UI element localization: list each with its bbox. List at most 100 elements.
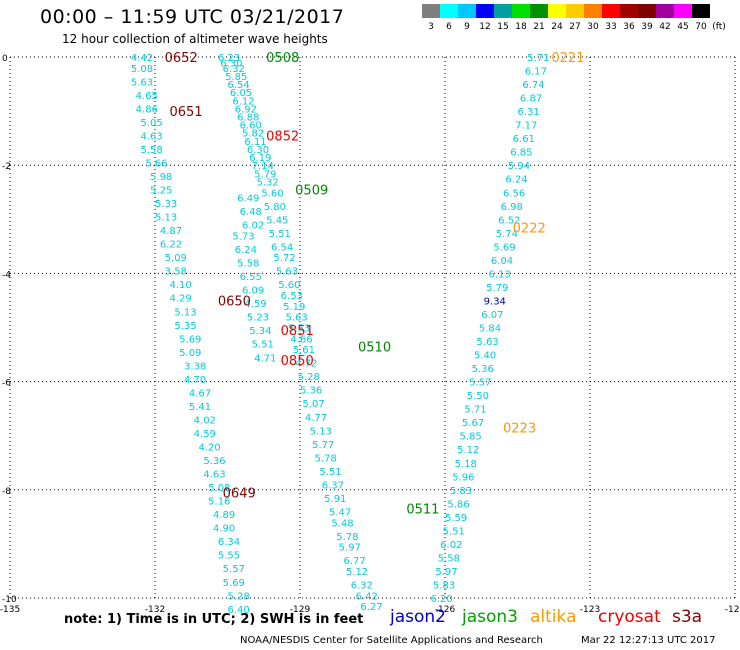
scale-label: 39 — [641, 22, 653, 32]
wave-height-value: 4.63 — [203, 470, 225, 481]
wave-height-value: 6.23 — [218, 53, 240, 64]
wave-height-value: 4.72 — [295, 359, 317, 370]
wave-height-value: 6.02 — [440, 540, 462, 551]
scale-swatch — [566, 4, 584, 18]
scale-label: 3 — [428, 22, 434, 32]
satellite-name-jason3: jason3 — [462, 607, 518, 627]
wave-height-value: 5.96 — [452, 472, 474, 483]
wave-height-value: 5.13 — [310, 426, 332, 437]
wave-height-value: 4.02 — [194, 415, 216, 426]
wave-height-value: 5.58 — [438, 553, 460, 564]
pass-time-label: 0852 — [266, 129, 299, 144]
wave-height-value: 4.89 — [213, 510, 235, 521]
wave-height-value: 6.61 — [513, 134, 535, 145]
scale-swatch — [602, 4, 620, 18]
scale-label: 12 — [479, 22, 491, 32]
pass-time-label: 0850 — [281, 354, 314, 369]
scale-label: 30 — [587, 22, 599, 32]
wave-height-value: 5.28 — [228, 591, 250, 602]
wave-height-value: 5.73 — [232, 232, 254, 243]
wave-height-value: 6.42 — [356, 591, 378, 602]
wave-height-value: 5.69 — [179, 334, 201, 345]
pass-time-label: 0649 — [223, 487, 256, 502]
scale-label: 18 — [515, 22, 527, 32]
wave-height-value: 5.34 — [249, 326, 271, 337]
wave-height-value: 5.08 — [131, 64, 153, 75]
scale-swatch — [458, 4, 476, 18]
wave-height-value: 6.54 — [271, 242, 293, 253]
wave-height-value: 5.12 — [346, 567, 368, 578]
wave-height-value: 5.36 — [472, 364, 494, 375]
wave-height-value: 6.30 — [247, 145, 269, 156]
wave-height-value: 5.51 — [443, 526, 465, 537]
wave-height-value: 4.59 — [244, 299, 266, 310]
scale-label: 70 — [695, 22, 707, 32]
wave-height-value: 5.51 — [319, 467, 341, 478]
wave-height-value: 5.69 — [223, 578, 245, 589]
wave-height-value: 6.52 — [498, 215, 520, 226]
wave-height-value: 5.08 — [208, 483, 230, 494]
wave-height-value: 4.20 — [199, 443, 221, 454]
wave-height-value: 6.88 — [237, 113, 259, 124]
wave-height-value: 6.55 — [240, 272, 262, 283]
wave-height-value: 4.10 — [170, 280, 192, 291]
wave-height-value: 6.32 — [223, 64, 245, 75]
wave-height-value: 6.92 — [235, 104, 257, 115]
wave-height-value: 4.71 — [254, 353, 276, 364]
wave-height-value: 6.31 — [518, 107, 540, 118]
wave-height-value: 6.27 — [360, 602, 382, 613]
wave-height-value: 5.57 — [469, 378, 491, 389]
wave-height-value: 6.19 — [249, 153, 271, 164]
wave-height-value: 5.97 — [339, 543, 361, 554]
wave-height-value: 5.53 — [288, 324, 310, 335]
pass-time-label: 0510 — [358, 340, 391, 355]
wave-height-value: 6.24 — [505, 175, 527, 186]
wave-height-value: 4.42 — [131, 53, 153, 64]
note-text: note: 1) Time is in UTC; 2) SWH is in fe… — [64, 612, 364, 627]
wave-height-value: 6.04 — [491, 256, 513, 267]
scale-swatch — [422, 4, 440, 18]
wave-height-value: 6.34 — [218, 537, 240, 548]
x-tick-label: -123 — [580, 605, 600, 615]
pass-time-label: 0508 — [266, 51, 299, 66]
scale-unit: (ft) — [712, 22, 726, 32]
wave-height-value: 6.48 — [240, 207, 262, 218]
scale-swatch — [692, 4, 710, 18]
wave-height-value: 5.79 — [486, 283, 508, 294]
wave-height-value: 5.51 — [269, 229, 291, 240]
scale-swatch — [530, 4, 548, 18]
wave-height-value: 5.86 — [447, 499, 469, 510]
wave-height-value: 5.63 — [476, 337, 498, 348]
wave-height-value: 6.87 — [520, 94, 542, 105]
wave-height-value: 6.32 — [351, 580, 373, 591]
scale-label: 15 — [497, 22, 509, 32]
wave-height-value: 5.48 — [331, 518, 353, 529]
x-tick-label: -132 — [145, 605, 165, 615]
y-tick-label: -4 — [2, 270, 11, 280]
wave-height-value: 6.07 — [481, 310, 503, 321]
wave-height-value: 5.19 — [283, 302, 305, 313]
x-tick-label: -129 — [290, 605, 311, 615]
scale-swatch — [440, 4, 458, 18]
wave-height-value: 6.24 — [235, 245, 257, 256]
wave-height-value: 5.82 — [242, 129, 264, 140]
scale-label: 6 — [446, 22, 452, 32]
wave-height-value: 6.40 — [228, 605, 250, 616]
wave-height-value: 5.58 — [237, 259, 259, 270]
wave-height-value: 6.17 — [525, 67, 547, 78]
wave-height-value: 5.55 — [218, 551, 240, 562]
wave-height-value: 6.60 — [240, 121, 262, 132]
wave-height-value: 5.41 — [189, 402, 211, 413]
wave-height-value: 5.23 — [247, 313, 269, 324]
wave-height-value: 6.74 — [522, 80, 544, 91]
wave-height-value: 6.56 — [503, 188, 525, 199]
scale-swatch — [512, 4, 530, 18]
satellite-name-cryosat: cryosat — [598, 607, 661, 627]
wave-height-value: 5.69 — [493, 242, 515, 253]
wave-height-value: 5.84 — [479, 324, 501, 335]
wave-height-value: 6.37 — [322, 480, 344, 491]
pass-time-label: 0650 — [218, 294, 251, 309]
wave-height-value: 7.14 — [252, 161, 274, 172]
wave-height-value: 4.29 — [170, 294, 192, 305]
